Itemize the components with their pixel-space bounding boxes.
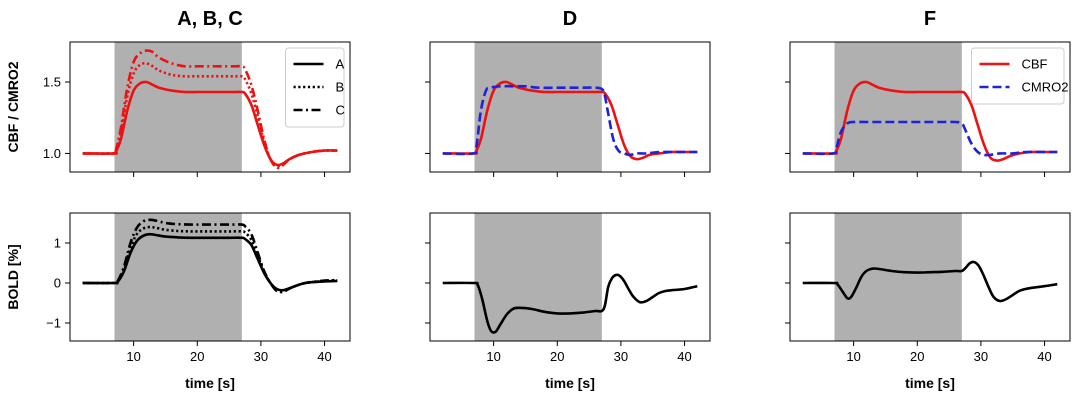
series-line-b: [82, 62, 338, 168]
panel-bottom-d: 10 20 30 40 time [s]: [425, 212, 711, 391]
legend: ABC: [285, 47, 345, 128]
x-tick-label: 30: [974, 349, 988, 364]
axes-frame: [429, 41, 711, 173]
x-axis-label: time [s]: [905, 375, 955, 391]
series-group: [802, 260, 1058, 303]
y-axis-label: CBF / CMRO2: [5, 61, 21, 152]
panel-title: F: [924, 8, 936, 30]
panel-top-d: D: [425, 8, 711, 177]
stimulus-shading: [114, 42, 242, 172]
series-line-cmro2: [442, 84, 698, 157]
legend-label-cmro2: CMRO2: [1022, 80, 1069, 95]
series-group: [82, 218, 338, 294]
panel-top-f: F CBF CMRO2: [785, 8, 1071, 177]
series-line-c: [82, 218, 338, 294]
x-tick-label: 40: [677, 349, 691, 364]
y-tick-label: 1: [54, 236, 61, 251]
panel-title: A, B, C: [177, 8, 243, 30]
y-tick-label: 0: [54, 276, 61, 291]
panel-bottom-f: 10 20 30 40 time [s]: [785, 212, 1071, 391]
series-group: [442, 80, 698, 161]
legend-label-b: B: [336, 80, 345, 95]
legend-label-a: A: [336, 57, 345, 72]
panel-bottom-abc: 10 20 30 40 −1 0 1 time [s] BOLD [%]: [5, 212, 351, 391]
y-tick-label: 1.0: [43, 146, 61, 161]
axes-frame: [69, 212, 351, 342]
x-axis-label: time [s]: [185, 375, 235, 391]
series-line-cmro2: [802, 120, 1058, 157]
x-tick-label: 40: [1037, 349, 1051, 364]
x-tick-label: 10: [126, 349, 140, 364]
series-line-cbf: [442, 80, 698, 161]
axes-frame: [789, 212, 1071, 342]
series-line-bold: [442, 273, 698, 334]
x-tick-label: 20: [550, 349, 564, 364]
y-tick-label: 1.5: [43, 75, 61, 90]
x-tick-label: 10: [846, 349, 860, 364]
panel-title: D: [563, 8, 577, 30]
x-axis-label: time [s]: [545, 375, 595, 391]
x-tick-label: 30: [254, 349, 268, 364]
panel-top-abc: 1.0 1.5 A, B, C CBF / CMRO2 ABC: [5, 8, 351, 177]
legend: CBF CMRO2: [971, 47, 1069, 105]
x-tick-label: 10: [486, 349, 500, 364]
x-tick-label: 20: [190, 349, 204, 364]
legend-label-cbf: CBF: [1022, 57, 1048, 72]
series-line-c: [82, 49, 338, 170]
series-group: [82, 49, 338, 170]
axes-frame: [789, 41, 1071, 173]
x-tick-label: 30: [614, 349, 628, 364]
axes-frame: [69, 41, 351, 173]
series-line-bold: [802, 260, 1058, 303]
axes-frame: [429, 212, 711, 342]
stimulus-shading: [474, 42, 602, 172]
y-tick-label: −1: [46, 316, 61, 331]
x-tick-label: 40: [317, 349, 331, 364]
stimulus-shading: [834, 42, 962, 172]
legend-label-c: C: [336, 103, 345, 118]
legend-box: [971, 47, 1065, 105]
series-group: [802, 80, 1058, 162]
stimulus-shading: [474, 213, 602, 341]
y-axis-label: BOLD [%]: [5, 244, 21, 309]
stimulus-shading: [834, 213, 962, 341]
series-line-cbf: [802, 80, 1058, 162]
series-group: [442, 273, 698, 334]
x-tick-label: 20: [910, 349, 924, 364]
